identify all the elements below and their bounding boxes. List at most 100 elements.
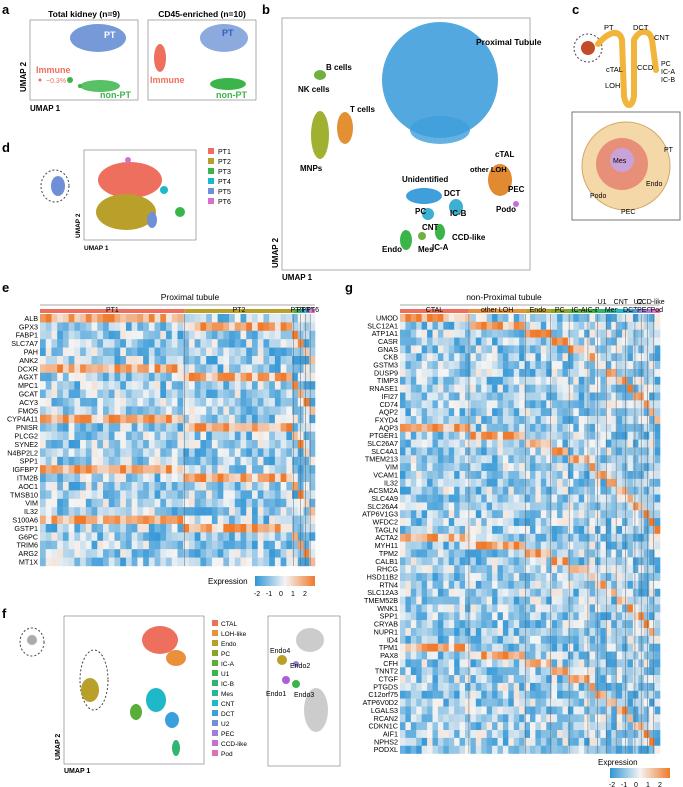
heatmap-cell (405, 565, 412, 574)
heatmap-cell (584, 463, 590, 472)
heatmap-cell (421, 565, 428, 574)
heatmap-cell (497, 471, 504, 480)
heatmap-cell (470, 541, 477, 550)
gene-label: SLC4A9 (371, 494, 398, 503)
heatmap-cell (643, 486, 650, 495)
heatmap-cell (400, 368, 406, 377)
heatmap-cell (85, 490, 92, 499)
heatmap-cell (481, 345, 487, 354)
heatmap-cell (513, 722, 520, 731)
heatmap-cell (497, 314, 504, 323)
heatmap-cell (206, 339, 213, 348)
heatmap-cell (481, 423, 487, 432)
heatmap-cell (578, 714, 585, 723)
heatmap-cell (206, 532, 213, 541)
heatmap-cell (530, 368, 536, 377)
heatmap-cell (91, 322, 98, 331)
label-pec: PEC (621, 209, 635, 216)
heatmap-cell (421, 439, 428, 448)
heatmap-cell (280, 482, 287, 491)
heatmap-cell (454, 643, 460, 652)
heatmap-cell (421, 659, 428, 668)
heatmap-cell (454, 682, 460, 691)
heatmap-cell (131, 498, 138, 508)
heatmap-cell (400, 565, 406, 574)
heatmap-cell (557, 682, 563, 691)
heatmap-cell (627, 384, 634, 393)
heatmap-cell (114, 465, 121, 474)
heatmap-cell (459, 737, 466, 746)
heatmap-cell (217, 398, 224, 407)
heatmap-cell (649, 361, 655, 370)
heatmap-cell (143, 372, 150, 382)
heatmap-cell (108, 465, 115, 474)
heatmap-cell (616, 565, 623, 574)
heatmap-cell (578, 314, 585, 323)
heatmap-cell (535, 337, 542, 346)
heatmap-cell (470, 337, 477, 346)
heatmap-cell (217, 347, 224, 357)
heatmap-cell (459, 384, 466, 393)
heatmap-cell (251, 330, 259, 340)
heatmap-cell (410, 321, 417, 330)
heatmap-cell (410, 439, 417, 448)
heatmap-cell (251, 456, 259, 466)
heatmap-cell (481, 682, 487, 691)
heatmap-cell (524, 431, 531, 440)
heatmap-cell (427, 361, 433, 370)
heatmap-cell (57, 364, 64, 373)
heatmap-cell (611, 730, 617, 739)
heatmap-cell (513, 423, 520, 432)
heatmap-cell (131, 482, 138, 491)
heatmap-cell (45, 356, 52, 365)
heatmap-cell (622, 612, 628, 621)
heatmap-cell (206, 465, 213, 474)
heatmap-cell (405, 471, 412, 480)
heatmap-cell (557, 604, 563, 613)
heatmap-cell (410, 518, 417, 527)
heatmap-cell (80, 482, 87, 491)
heatmap-cell (492, 682, 498, 691)
heatmap-cell (513, 416, 520, 425)
heatmap-cell (600, 628, 607, 637)
heatmap-cell (251, 339, 259, 348)
label-pt: PT (104, 30, 116, 40)
heatmap-cell (465, 557, 471, 566)
heatmap-cell (567, 745, 574, 754)
heatmap-cell (475, 565, 482, 574)
heatmap-cell (627, 745, 634, 754)
heatmap-cell (519, 628, 525, 637)
heatmap-cell (427, 368, 433, 377)
heatmap-cell (448, 745, 455, 754)
heatmap-cell (269, 364, 276, 373)
heatmap-cell (654, 737, 661, 746)
gene-label: PTGER1 (369, 431, 398, 440)
heatmap-cell (416, 368, 422, 377)
heatmap-cell (40, 498, 47, 508)
heatmap-cell (148, 465, 155, 474)
heatmap-cell (309, 414, 316, 424)
heatmap-cell (600, 659, 607, 668)
heatmap-cell (246, 456, 253, 466)
heatmap-cell (654, 628, 661, 637)
heatmap-cell (654, 329, 661, 338)
heatmap-cell (120, 330, 127, 340)
heatmap-cell (632, 667, 639, 676)
heatmap-g-title: non-Proximal tubule (466, 292, 542, 302)
heatmap-cell (443, 596, 450, 605)
group-label: PT4 (297, 307, 310, 314)
heatmap-cell (405, 643, 412, 652)
heatmap-cell (125, 448, 132, 457)
heatmap-cell (622, 471, 628, 480)
heatmap-cell (274, 440, 281, 449)
heatmap-cell (475, 549, 482, 558)
heatmap-cell (508, 384, 515, 393)
heatmap-cell (513, 463, 520, 472)
heatmap-cell (171, 398, 178, 407)
heatmap-cell (475, 329, 482, 338)
heatmap-cell (465, 321, 471, 330)
heatmap-cell (400, 580, 406, 589)
heatmap-cell (562, 431, 569, 440)
heatmap-cell (160, 423, 167, 432)
heatmap-cell (74, 482, 81, 491)
